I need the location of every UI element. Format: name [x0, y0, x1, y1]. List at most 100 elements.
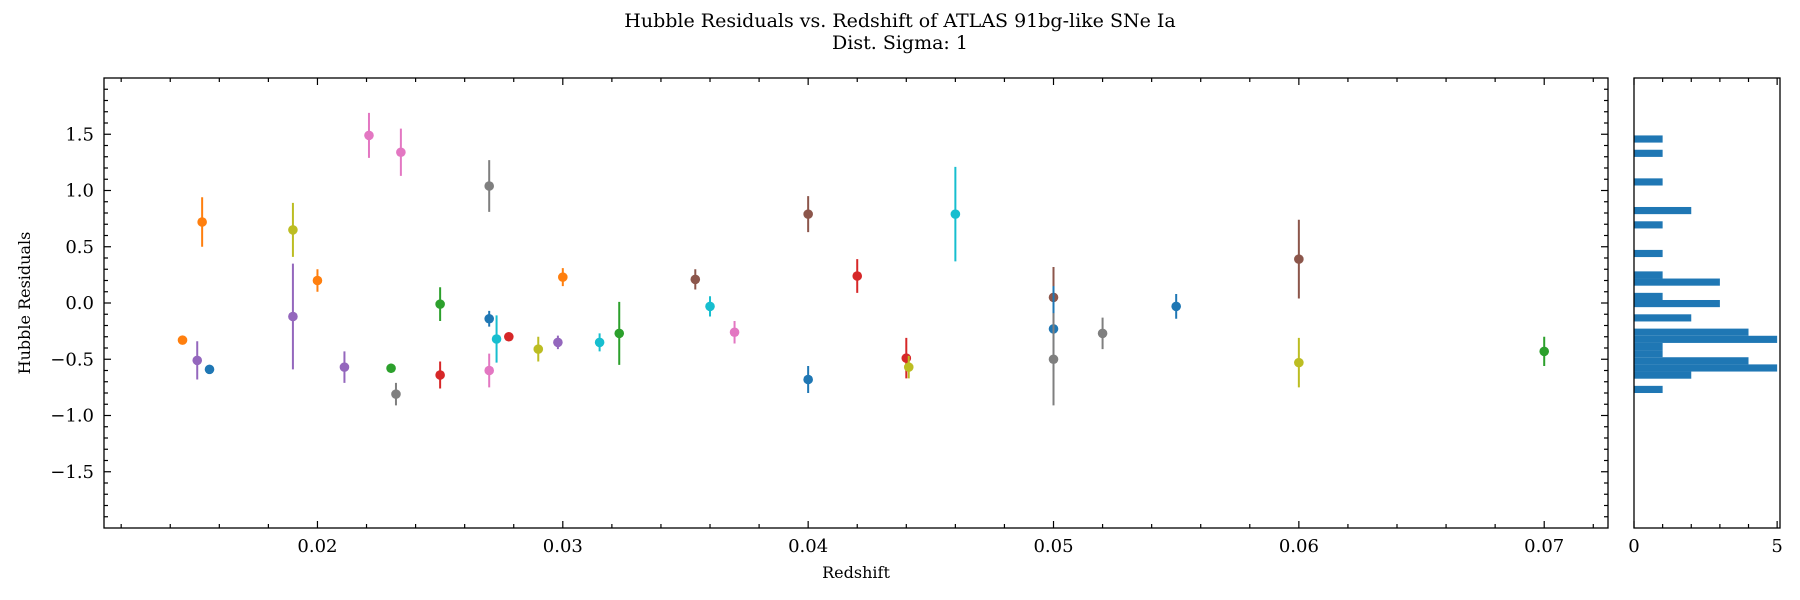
point-marker [1048, 354, 1059, 365]
x-tick-label: 0.02 [297, 536, 337, 557]
point-marker [484, 365, 495, 376]
histogram-bar [1634, 328, 1749, 336]
point-marker [533, 344, 544, 354]
data-point [903, 355, 914, 379]
histogram-bar [1634, 299, 1720, 308]
point-marker [197, 217, 207, 227]
x-tick-label: 0.03 [543, 536, 583, 557]
data-point [197, 197, 207, 247]
histogram-bar [1634, 135, 1663, 143]
data-point [614, 301, 625, 365]
point-marker [504, 331, 514, 342]
data-point [339, 351, 350, 383]
data-point [204, 364, 215, 375]
data-point [729, 321, 740, 344]
histogram-bar [1634, 221, 1663, 229]
point-marker [339, 362, 350, 372]
point-marker [558, 272, 568, 282]
y-tick-label: 1.0 [65, 181, 94, 202]
y-axis-label: Hubble Residuals [15, 232, 34, 375]
x-tick-label: 0.06 [1279, 536, 1319, 557]
point-marker [594, 337, 605, 348]
data-point [435, 361, 445, 389]
data-point [484, 160, 495, 212]
histogram-bar [1634, 178, 1663, 186]
point-marker [729, 327, 740, 338]
point-marker [396, 147, 406, 158]
y-tick-label: 1.5 [65, 124, 94, 145]
histogram-frame [1633, 77, 1781, 529]
hist-tick-label: 5 [1771, 536, 1782, 557]
point-marker [364, 130, 374, 141]
data-point [1171, 294, 1181, 319]
y-axis: −1.5 −1.0 −0.5 0.0 0.5 1.0 1.5 [50, 88, 1608, 518]
histogram-bar [1634, 371, 1692, 379]
histogram-bar [1634, 278, 1720, 286]
data-point [484, 310, 495, 327]
data-point [1294, 337, 1304, 388]
data-point [391, 382, 401, 406]
histogram-bars [1634, 135, 1778, 394]
data-point [852, 259, 863, 293]
point-marker [288, 311, 298, 322]
point-marker [1171, 301, 1181, 312]
point-marker [391, 389, 401, 399]
x-tick-label: 0.07 [1524, 536, 1564, 557]
histogram-bar [1634, 249, 1663, 258]
histogram-bar [1634, 342, 1663, 351]
point-marker [690, 274, 701, 285]
y-tick-label: −1.5 [50, 462, 94, 483]
data-point [396, 128, 406, 176]
data-point [558, 268, 568, 287]
data-point [1539, 336, 1550, 366]
data-point [803, 366, 813, 393]
point-marker [803, 374, 813, 385]
point-marker [1097, 328, 1108, 339]
data-point [533, 336, 544, 362]
data-point [177, 335, 188, 345]
hist-tick-label: 0 [1628, 536, 1639, 557]
x-axis: 0.02 0.03 0.04 0.05 0.06 0.07 [120, 78, 1594, 557]
data-point [435, 287, 445, 321]
point-marker [803, 209, 813, 219]
point-marker [484, 181, 495, 191]
chart-title: Hubble Residuals vs. Redshift of ATLAS 9… [624, 10, 1175, 32]
point-marker [177, 335, 188, 345]
point-marker [1539, 346, 1550, 357]
data-point [491, 315, 502, 363]
histogram-bar [1634, 149, 1663, 157]
point-marker [435, 299, 445, 309]
x-tick-label: 0.05 [1033, 536, 1073, 557]
point-marker [491, 334, 502, 344]
histogram-bar [1634, 206, 1692, 215]
point-marker [1294, 254, 1304, 264]
point-marker [312, 275, 323, 286]
data-point [690, 269, 701, 290]
data-point [312, 269, 323, 292]
chart-subtitle: Dist. Sigma: 1 [832, 32, 968, 54]
point-marker [903, 362, 914, 372]
data-point [484, 353, 495, 388]
data-point [1294, 219, 1304, 299]
point-marker [852, 271, 863, 281]
data-point [288, 263, 298, 370]
x-tick-label: 0.04 [788, 536, 828, 557]
point-marker [705, 301, 715, 312]
data-point [553, 335, 563, 350]
data-point [192, 341, 203, 380]
data-point [288, 202, 298, 257]
histogram-bar [1634, 385, 1663, 394]
point-marker [435, 370, 445, 380]
data-point [705, 296, 715, 317]
histogram-bar [1634, 357, 1749, 365]
point-marker [1294, 357, 1304, 368]
data-point [1048, 313, 1059, 406]
histogram-bar [1634, 335, 1778, 343]
data-point [504, 331, 514, 342]
y-tick-label: −1.0 [50, 406, 94, 427]
point-marker [204, 364, 215, 375]
y-tick-label: 0.5 [65, 237, 94, 258]
